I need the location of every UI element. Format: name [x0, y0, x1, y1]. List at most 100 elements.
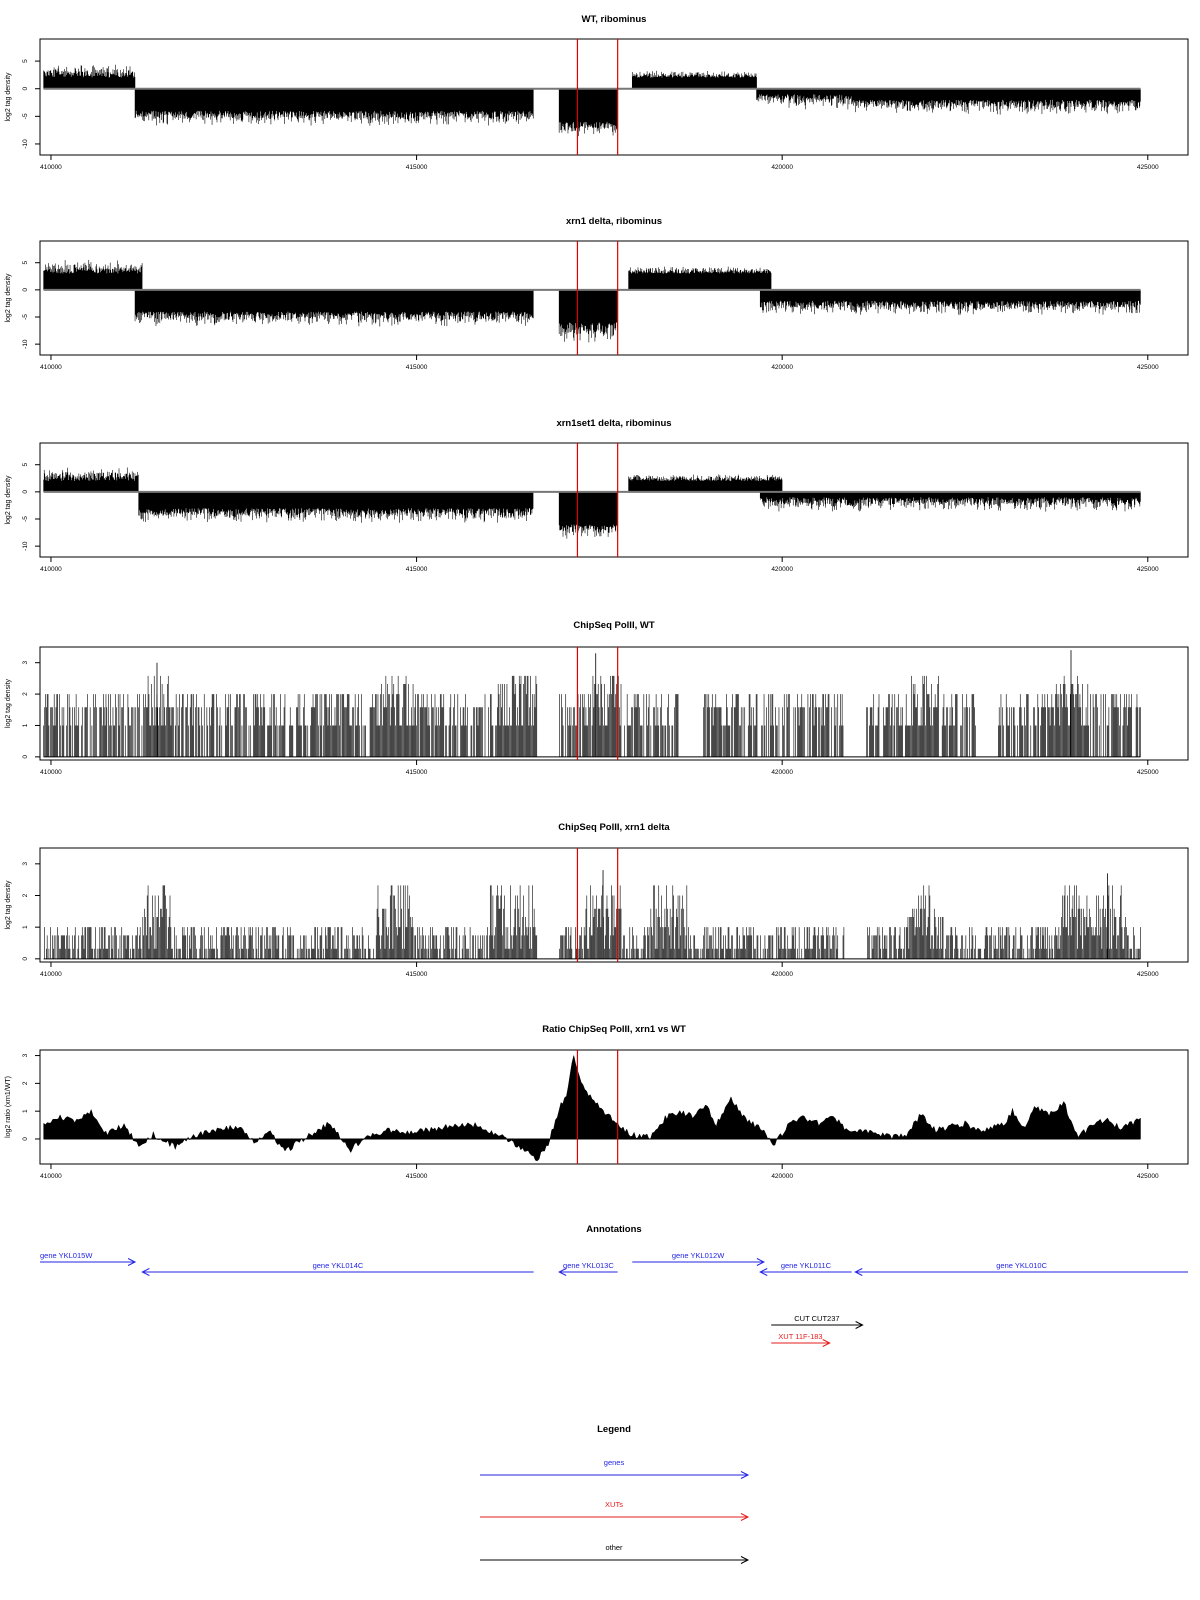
y-tick-label: 0 — [22, 755, 29, 759]
legend-label: XUTs — [605, 1500, 623, 1509]
panel-title: Annotations — [586, 1224, 641, 1235]
x-tick-label: 420000 — [771, 164, 793, 171]
feature-label: gene YKL011C — [781, 1261, 832, 1270]
x-tick-label: 420000 — [771, 364, 793, 371]
legend-arrow-head — [740, 1513, 750, 1521]
legend-arrow-head — [740, 1471, 750, 1479]
legend-label: genes — [604, 1458, 625, 1467]
x-tick-label: 425000 — [1137, 164, 1159, 171]
x-tick-label: 415000 — [406, 1173, 428, 1180]
x-tick-label: 410000 — [40, 566, 62, 573]
y-tick-label: 0 — [22, 288, 29, 292]
y-tick-label: 2 — [22, 893, 29, 897]
feature-arrow-head — [855, 1321, 864, 1329]
y-axis-label: log2 ratio (xrn1/WT) — [5, 1076, 12, 1138]
y-tick-label: 1 — [22, 1109, 29, 1113]
x-tick-label: 425000 — [1137, 971, 1159, 978]
y-tick-label: 2 — [22, 692, 29, 696]
panel-title: xrn1 delta, ribominus — [566, 216, 662, 227]
panel-title: xrn1set1 delta, ribominus — [556, 418, 671, 429]
y-tick-label: 3 — [22, 1053, 29, 1057]
y-tick-label: -10 — [22, 339, 29, 349]
plot-frame — [39, 38, 1189, 156]
chip-bars — [43, 675, 1141, 757]
x-tick-label: 415000 — [406, 364, 428, 371]
feature-label: gene YKL013C — [563, 1261, 614, 1270]
panel-title: Legend — [597, 1424, 631, 1435]
density-bars — [43, 260, 1141, 343]
x-tick-label: 425000 — [1137, 1173, 1159, 1180]
feature-arrow-head — [127, 1258, 137, 1266]
y-tick-label: -10 — [22, 139, 29, 149]
plot-frame — [39, 646, 1189, 761]
panel-p6: Ratio ChipSeq PolII, xrn1 vs WT 410000 415… — [5, 1024, 1189, 1180]
y-axis-label: log2 tag density — [5, 72, 12, 122]
panel-title: WT, ribominus — [582, 14, 647, 25]
y-tick-label: 3 — [22, 862, 29, 866]
x-tick-label: 410000 — [40, 769, 62, 776]
feature-label: XUT 11F-183 — [778, 1332, 822, 1341]
density-bars — [43, 467, 1141, 539]
y-tick-label: 1 — [22, 723, 29, 727]
density-bars — [43, 64, 1141, 137]
feature-label: gene YKL010C — [996, 1261, 1047, 1270]
y-axis-label: log2 tag density — [5, 475, 12, 525]
panel-p4: ChipSeq PolII, WT 410000 415000 420000 42500… — [5, 620, 1189, 776]
panel-title: ChipSeq PolII, xrn1 delta — [558, 822, 670, 833]
plot-frame — [39, 240, 1189, 356]
annotations-panel: Annotations gene YKL015W gene YKL014C gene … — [40, 1224, 1188, 1347]
y-tick-label: 0 — [22, 1137, 29, 1141]
y-tick-label: -10 — [22, 541, 29, 551]
feature-label: gene YKL015W — [40, 1251, 93, 1260]
x-tick-label: 415000 — [406, 164, 428, 171]
ratio-area — [43, 1055, 1141, 1162]
y-tick-label: 1 — [22, 925, 29, 929]
panel-title: ChipSeq PolII, WT — [573, 620, 654, 631]
x-tick-label: 410000 — [40, 1173, 62, 1180]
panel-p5: ChipSeq PolII, xrn1 delta 410000 415000 420… — [5, 822, 1189, 978]
y-tick-label: 2 — [22, 1081, 29, 1085]
y-tick-label: 0 — [22, 87, 29, 91]
y-axis-label: log2 tag density — [5, 273, 12, 323]
x-tick-label: 420000 — [771, 566, 793, 573]
panel-p1: WT, ribominus 410000 415000 420000 425000 log… — [5, 14, 1189, 171]
x-tick-label: 415000 — [406, 971, 428, 978]
y-tick-label: 0 — [22, 490, 29, 494]
feature-label: CUT CUT237 — [794, 1314, 839, 1323]
x-tick-label: 425000 — [1137, 364, 1159, 371]
x-tick-label: 420000 — [771, 769, 793, 776]
feature-arrow-head — [141, 1268, 150, 1276]
plot-frame — [39, 847, 1189, 963]
y-tick-label: 5 — [22, 463, 29, 467]
y-axis-label: log2 tag density — [5, 880, 12, 930]
feature-label: gene YKL012W — [672, 1251, 725, 1260]
y-tick-label: 0 — [22, 957, 29, 961]
feature-arrow-head — [822, 1339, 831, 1347]
feature-arrow-head — [756, 1258, 766, 1266]
panel-p2: xrn1 delta, ribominus 410000 415000 420000 4… — [5, 216, 1189, 371]
chip-bars — [44, 885, 1141, 959]
y-tick-label: 5 — [22, 59, 29, 63]
panel-title: Ratio ChipSeq PolII, xrn1 vs WT — [542, 1024, 686, 1035]
x-tick-label: 420000 — [771, 1173, 793, 1180]
panel-p3: xrn1set1 delta, ribominus 410000 415000 420… — [5, 418, 1189, 573]
plot-frame — [39, 442, 1189, 558]
plot-frame — [39, 1049, 1189, 1165]
y-tick-label: -5 — [22, 314, 29, 320]
x-tick-label: 420000 — [771, 971, 793, 978]
y-axis-label: log2 tag density — [5, 678, 12, 728]
feature-arrow-head — [854, 1268, 863, 1276]
x-tick-label: 410000 — [40, 164, 62, 171]
y-tick-label: 3 — [22, 661, 29, 665]
x-tick-label: 410000 — [40, 364, 62, 371]
y-tick-label: 5 — [22, 261, 29, 265]
x-tick-label: 425000 — [1137, 769, 1159, 776]
x-tick-label: 415000 — [406, 566, 428, 573]
y-tick-label: -5 — [22, 516, 29, 522]
x-tick-label: 415000 — [406, 769, 428, 776]
x-tick-label: 410000 — [40, 971, 62, 978]
feature-arrow-head — [759, 1268, 768, 1276]
feature-label: gene YKL014C — [313, 1261, 364, 1270]
feature-arrow-head — [558, 1268, 567, 1276]
